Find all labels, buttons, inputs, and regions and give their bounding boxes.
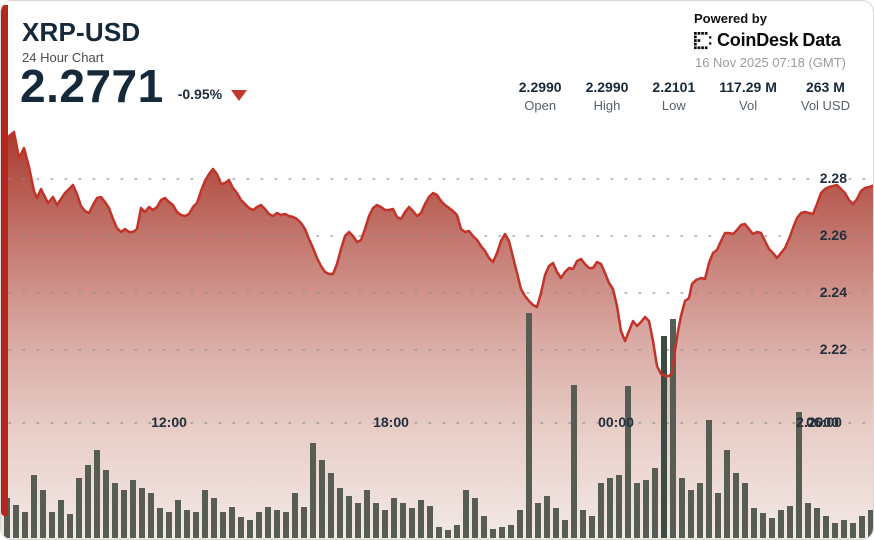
stat-vol-usd-label: Vol USD (800, 98, 850, 113)
stat-vol-value: 117.29 M (719, 79, 777, 95)
brand-suffix: Data (802, 30, 841, 50)
branding-block: Powered by CoinDesk Data 16 Nov 2025 07:… (694, 11, 846, 70)
stat-vol: 117.29 M Vol (719, 79, 777, 113)
stat-high: 2.2990 High (586, 79, 629, 113)
stat-vol-usd-value: 263 M (805, 79, 845, 95)
x-axis-tick-label: 18:00 (373, 414, 409, 430)
stat-open-value: 2.2990 (518, 79, 562, 95)
symbol-title: XRP-USD (22, 17, 141, 47)
brand-name: CoinDesk (717, 30, 799, 50)
stat-low: 2.2101 Low (652, 79, 695, 113)
price-change-percent: -0.95% (177, 86, 223, 102)
y-axis-tick-label: 2.26 (819, 227, 847, 243)
powered-by-label: Powered by (694, 11, 767, 26)
coindesk-logo-icon (694, 31, 712, 49)
chart-subtitle: 24 Hour Chart (22, 50, 104, 65)
price-down-arrow-icon (231, 90, 248, 101)
current-price: 2.2771 (20, 60, 164, 112)
stat-high-label: High (593, 98, 621, 113)
x-axis-tick-label: 06:00 (806, 414, 842, 430)
x-axis-tick-label: 00:00 (598, 414, 634, 430)
stat-low-label: Low (661, 98, 686, 113)
left-accent-bar (1, 5, 8, 516)
stat-vol-usd: 263 M Vol USD (801, 79, 850, 113)
stat-low-value: 2.2101 (652, 79, 696, 95)
y-axis-tick-label: 2.22 (819, 341, 847, 357)
stat-vol-label: Vol (739, 98, 758, 113)
stats-row: 2.2990 Open 2.2990 High 2.2101 Low 117.2… (519, 79, 850, 113)
title-block: XRP-USD 24 Hour Chart (22, 17, 140, 65)
chart-timestamp: 16 Nov 2025 07:18 (GMT) (694, 55, 846, 70)
price-row: 2.2771 -0.95% (20, 60, 248, 112)
y-axis-tick-label: 2.24 (819, 284, 847, 300)
stat-open: 2.2990 Open (519, 79, 562, 113)
y-axis-tick-label: 2.2000 (796, 414, 839, 430)
x-axis-tick-label: 12:00 (151, 414, 187, 430)
stat-open-label: Open (524, 98, 557, 113)
y-axis-tick-label: 2.28 (819, 170, 847, 186)
stat-high-value: 2.2990 (585, 79, 629, 95)
coindesk-logo: CoinDesk Data (694, 30, 846, 51)
